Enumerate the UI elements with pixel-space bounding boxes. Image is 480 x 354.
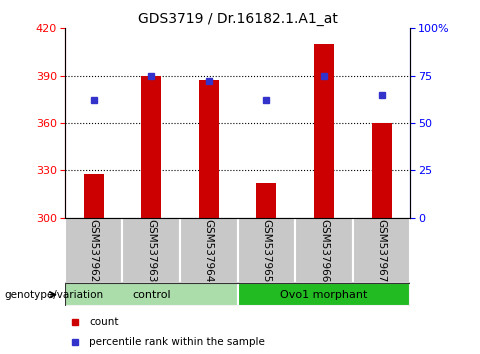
Bar [314, 44, 334, 218]
Bar [372, 123, 392, 218]
Bar [353, 218, 410, 283]
Text: Ovo1 morphant: Ovo1 morphant [280, 290, 368, 300]
Bar [238, 283, 410, 306]
Bar [65, 283, 238, 306]
Bar [122, 218, 180, 283]
Title: GDS3719 / Dr.16182.1.A1_at: GDS3719 / Dr.16182.1.A1_at [138, 12, 337, 26]
Bar [238, 218, 295, 283]
Text: count: count [89, 318, 119, 327]
Text: GSM537963: GSM537963 [146, 219, 156, 282]
Text: GSM537967: GSM537967 [377, 219, 386, 282]
Text: GSM537966: GSM537966 [319, 219, 329, 282]
Bar [199, 80, 219, 218]
Bar [180, 218, 238, 283]
Bar [256, 183, 276, 218]
Text: GSM537965: GSM537965 [262, 219, 271, 282]
Bar [65, 218, 122, 283]
Text: control: control [132, 290, 170, 300]
Bar [84, 173, 104, 218]
Text: GSM537964: GSM537964 [204, 219, 214, 282]
Bar [295, 218, 353, 283]
Text: GSM537962: GSM537962 [89, 219, 98, 282]
Text: percentile rank within the sample: percentile rank within the sample [89, 337, 265, 347]
Text: genotype/variation: genotype/variation [5, 290, 104, 300]
Bar [141, 76, 161, 218]
